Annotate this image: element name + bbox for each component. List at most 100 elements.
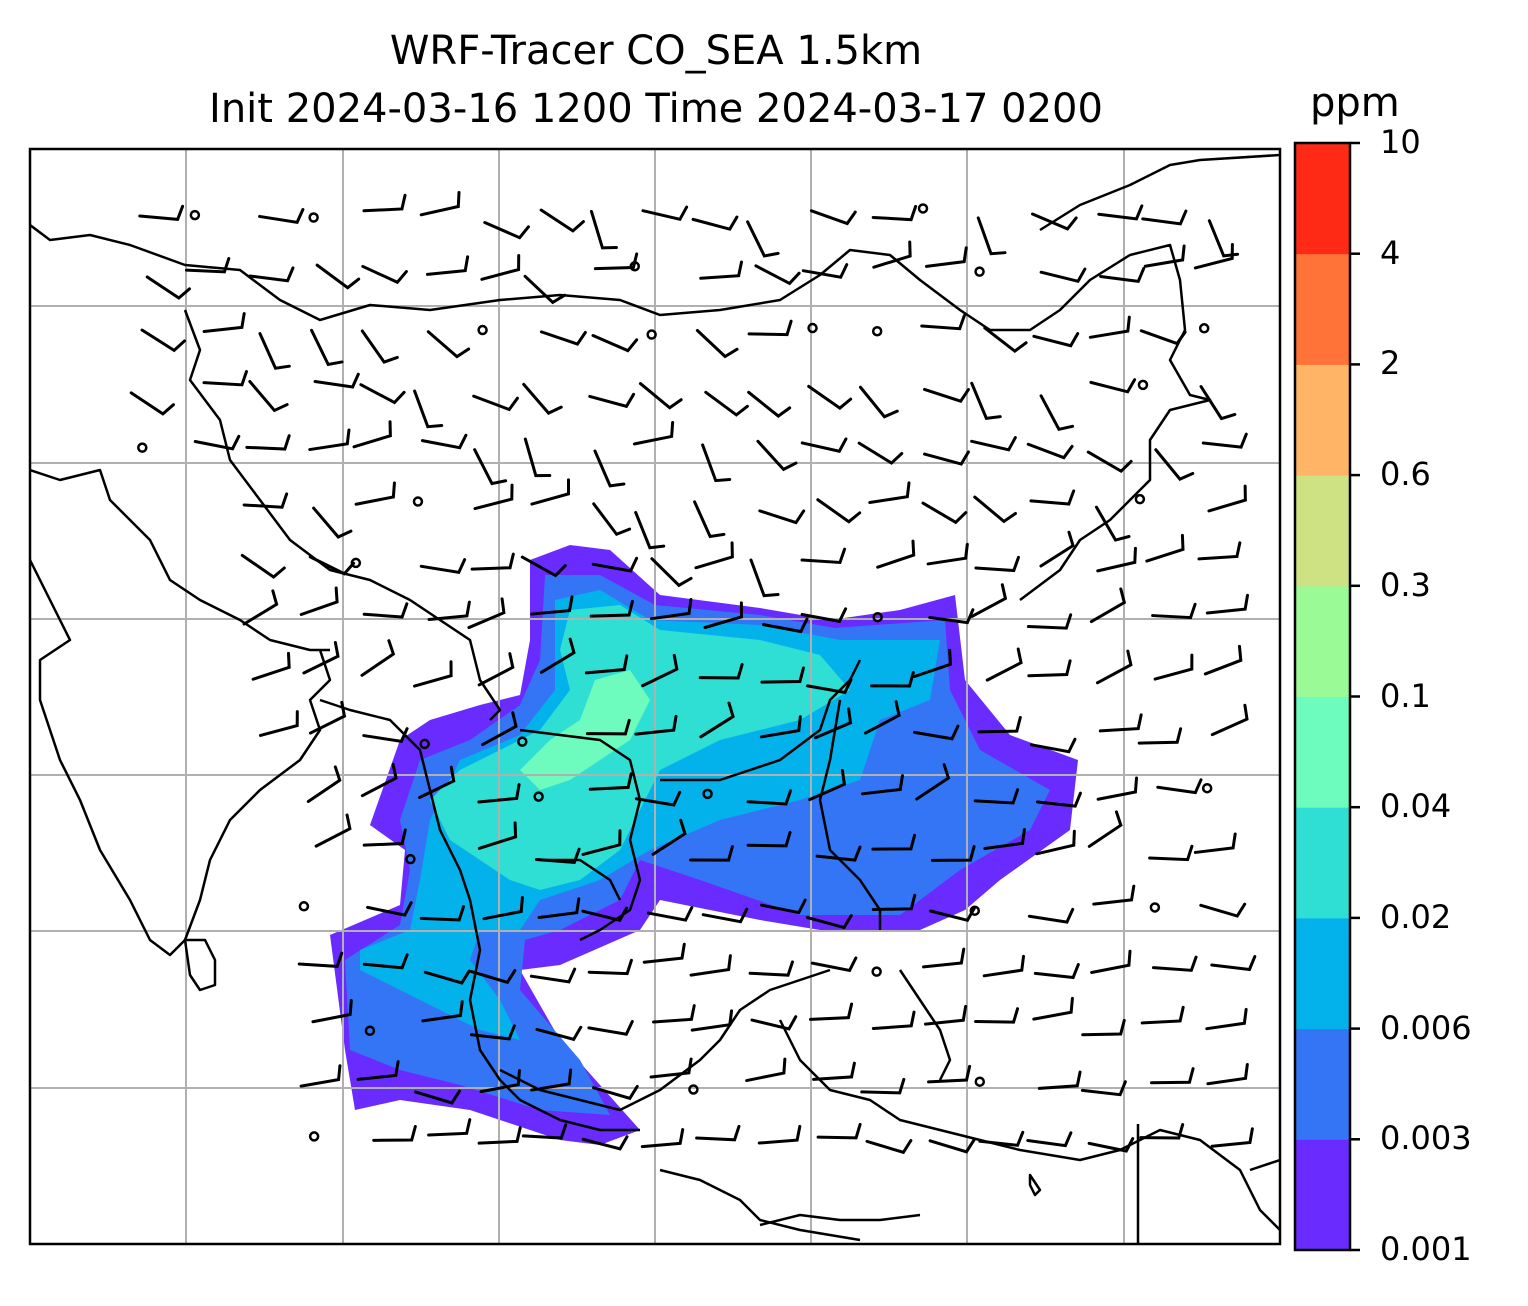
calm-marker [871, 966, 882, 977]
map-gridlines [30, 149, 1280, 1244]
wind-barb [922, 947, 966, 969]
wind-barb [701, 907, 749, 924]
colorbar-tick-label: 10 [1380, 123, 1421, 161]
wind-barb [473, 448, 508, 486]
wind-barb [140, 328, 186, 353]
calm-marker [974, 266, 985, 277]
wind-barb [985, 647, 1023, 682]
wind-barb [1197, 541, 1242, 561]
wind-barb [1092, 884, 1136, 906]
wind-barb [297, 951, 344, 968]
wind-barb [413, 389, 444, 429]
wind-barb [248, 380, 289, 413]
wind-barb [1139, 329, 1187, 346]
wind-barb [310, 328, 344, 367]
wind-barb [523, 437, 552, 478]
wind-barb [924, 1004, 968, 1026]
wind-barb [591, 1084, 639, 1101]
wind-barb [589, 209, 618, 250]
wind-barb [423, 969, 471, 985]
wind-barb [258, 332, 291, 370]
wind-barb [1086, 450, 1133, 474]
wind-barb [312, 506, 353, 539]
wind-barb [530, 595, 574, 616]
wind-barb [1027, 659, 1072, 678]
wind-barb [529, 967, 577, 984]
wind-barb [871, 1010, 916, 1030]
wind-barb [695, 1124, 741, 1142]
wind-barb [809, 209, 857, 226]
colorbar-tick-label: 0.04 [1380, 787, 1452, 826]
wind-barb [974, 1007, 1020, 1024]
wind-barb [1039, 267, 1087, 284]
wind-barb [421, 1000, 464, 1023]
wind-barb [481, 711, 518, 747]
wind-barb [1088, 315, 1131, 339]
wind-barb [591, 334, 639, 353]
wind-barb [920, 314, 966, 331]
wind-barb [1027, 907, 1075, 924]
tracer-level-4 [430, 605, 850, 890]
wind-barb [634, 714, 678, 736]
wind-barb [871, 204, 918, 222]
wind-barb [982, 954, 1025, 978]
wind-barb [242, 492, 289, 509]
wind-barb [915, 763, 951, 801]
wind-barb [750, 1015, 798, 1031]
wind-barb [649, 598, 693, 621]
wind-barb [413, 660, 453, 688]
wind-barb [640, 1128, 685, 1149]
colorbar-bin [1295, 917, 1350, 1030]
wind-barb [426, 330, 471, 359]
wind-barb [800, 437, 848, 453]
wind-barb [258, 208, 305, 224]
plot-title-line2: Init 2024-03-16 1200 Time 2024-03-17 020… [209, 86, 1103, 132]
wind-barb [815, 845, 862, 862]
calm-marker [1198, 323, 1210, 334]
wind-barb [588, 392, 636, 409]
wind-barb [800, 607, 848, 624]
wind-barb [539, 637, 576, 674]
wind-barb [427, 1118, 472, 1137]
calm-marker [1137, 379, 1149, 391]
colorbar-tick-label: 4 [1380, 233, 1401, 272]
wind-barb [1029, 737, 1077, 754]
wind-barb [1037, 1070, 1082, 1090]
wind-barb [138, 204, 185, 221]
wind-barb [689, 845, 734, 862]
wind-barb [930, 845, 976, 862]
wind-barb [1205, 1007, 1248, 1031]
wind-barb [420, 433, 468, 450]
wind-barb [1154, 448, 1195, 481]
wind-barb [362, 953, 409, 970]
calm-marker [917, 203, 929, 214]
calm-marker [872, 611, 883, 623]
wind-barb [857, 441, 904, 465]
wind-barb [973, 495, 1017, 524]
wind-barb [359, 383, 406, 405]
calm-marker [350, 557, 362, 569]
calm-marker [477, 324, 488, 336]
wind-barb [634, 510, 666, 550]
wind-barb [425, 255, 470, 276]
wind-barb [584, 654, 629, 675]
wind-barb [632, 420, 675, 446]
wind-barb [521, 1123, 568, 1140]
wind-barb [315, 263, 361, 290]
wind-barb [756, 439, 798, 472]
colorbar-tick-label: 0.003 [1380, 1119, 1472, 1158]
wind-barb [1026, 442, 1074, 460]
wind-barb [366, 901, 413, 917]
colorbar-bin [1295, 143, 1350, 255]
wind-barb [1096, 776, 1139, 801]
wind-barb [808, 768, 847, 802]
wind-barb [973, 788, 1020, 805]
wind-barb [808, 1002, 854, 1021]
wind-barb [530, 1068, 573, 1092]
calm-marker [702, 788, 713, 800]
wind-barb [1153, 653, 1194, 681]
wind-barb [306, 765, 342, 803]
wind-barb [258, 710, 299, 737]
wind-barb [539, 330, 587, 346]
wind-barb [747, 319, 793, 337]
